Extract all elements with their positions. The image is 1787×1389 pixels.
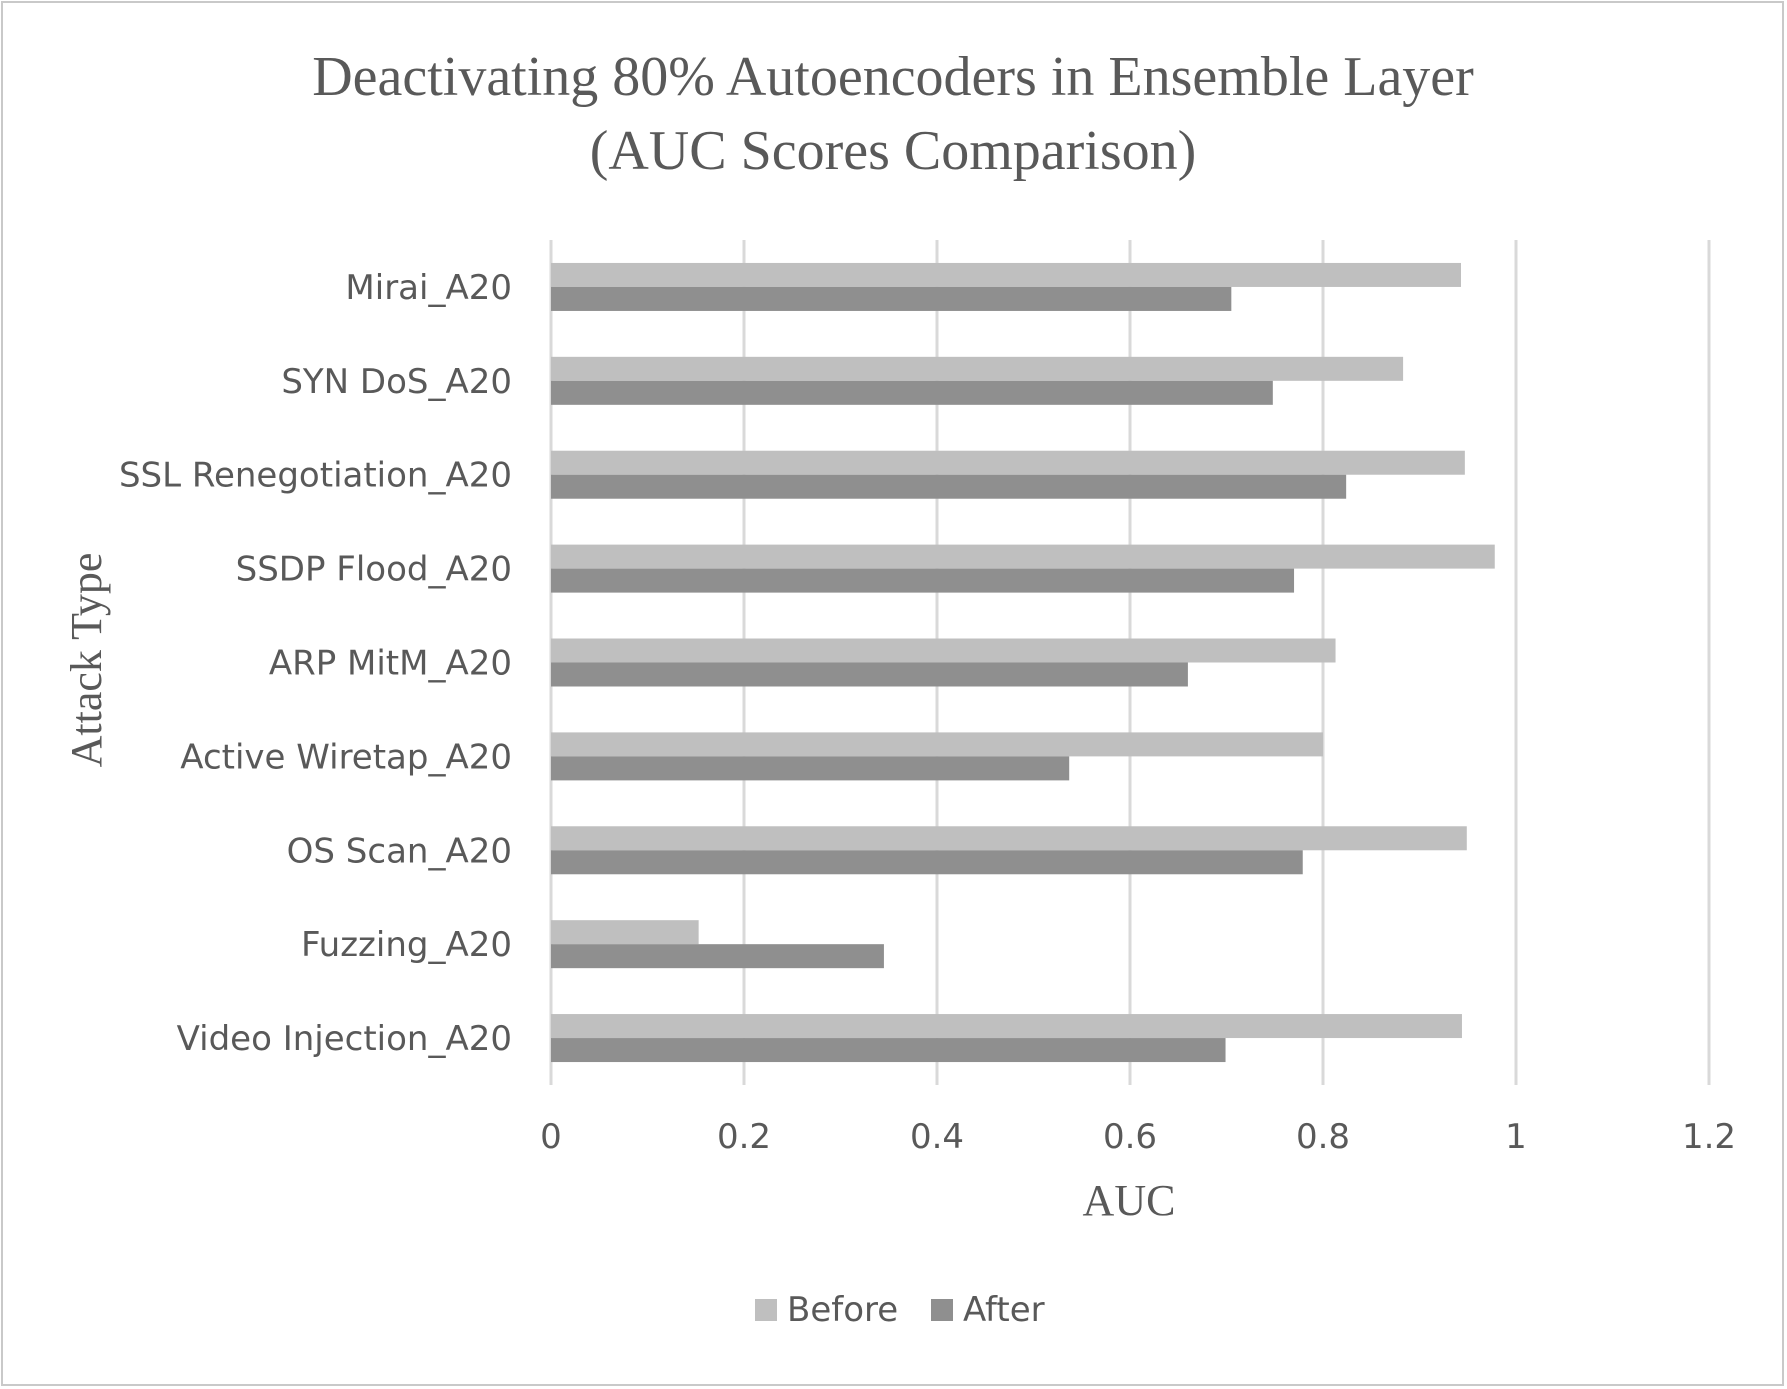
x-tick-label: 0.2 <box>717 1117 771 1157</box>
bar-after-2 <box>551 474 1347 499</box>
category-label: ARP MitM_A20 <box>269 644 512 684</box>
bar-before-5 <box>551 732 1323 757</box>
category-labels: Mirai_A20 SYN DoS_A20 SSL Renegotiation_A2… <box>119 268 512 1059</box>
category-label: OS Scan_A20 <box>287 831 512 871</box>
x-tick-labels: 0 0.2 0.4 0.6 0.8 1 1.2 <box>540 1117 1736 1157</box>
x-tick-label: 0 <box>540 1117 562 1157</box>
legend-swatch-after <box>931 1299 953 1321</box>
bars <box>551 262 1495 1063</box>
bar-before-4 <box>551 638 1336 663</box>
legend-swatch-before <box>755 1299 777 1321</box>
bar-before-6 <box>551 826 1467 851</box>
bar-before-3 <box>551 544 1495 569</box>
chart-title-line-2: (AUC Scores Comparison) <box>590 120 1197 182</box>
bar-after-6 <box>551 850 1303 875</box>
bar-after-1 <box>551 380 1273 405</box>
x-tick-label: 0.6 <box>1103 1117 1157 1157</box>
bar-before-0 <box>551 262 1461 287</box>
x-axis-title: AUC <box>1083 1176 1176 1225</box>
x-tick-label: 0.4 <box>910 1117 964 1157</box>
bar-before-2 <box>551 450 1465 475</box>
category-label: Video Injection_A20 <box>177 1019 512 1059</box>
bar-after-4 <box>551 662 1188 687</box>
x-tick-label: 0.8 <box>1296 1117 1350 1157</box>
legend-label-before: Before <box>787 1290 898 1330</box>
x-tick-label: 1.2 <box>1682 1117 1736 1157</box>
bar-after-5 <box>551 756 1070 781</box>
bar-after-7 <box>551 944 884 969</box>
bar-after-0 <box>551 286 1232 311</box>
bar-after-3 <box>551 568 1295 593</box>
category-label: Mirai_A20 <box>345 268 512 308</box>
category-label: Active Wiretap_A20 <box>180 737 512 777</box>
y-axis-title: Attack Type <box>62 553 111 768</box>
category-label: SYN DoS_A20 <box>281 362 512 402</box>
chart-title-line-1: Deactivating 80% Autoencoders in Ensembl… <box>312 46 1474 108</box>
x-tick-label: 1 <box>1505 1117 1527 1157</box>
bar-after-8 <box>551 1038 1226 1063</box>
category-label: SSL Renegotiation_A20 <box>119 456 512 496</box>
bar-before-8 <box>551 1014 1462 1039</box>
category-label: Fuzzing_A20 <box>301 925 512 965</box>
category-label: SSDP Flood_A20 <box>236 550 512 590</box>
legend: Before After <box>755 1290 1045 1330</box>
bar-before-1 <box>551 356 1404 381</box>
bar-before-7 <box>551 920 699 945</box>
legend-label-after: After <box>963 1290 1045 1330</box>
